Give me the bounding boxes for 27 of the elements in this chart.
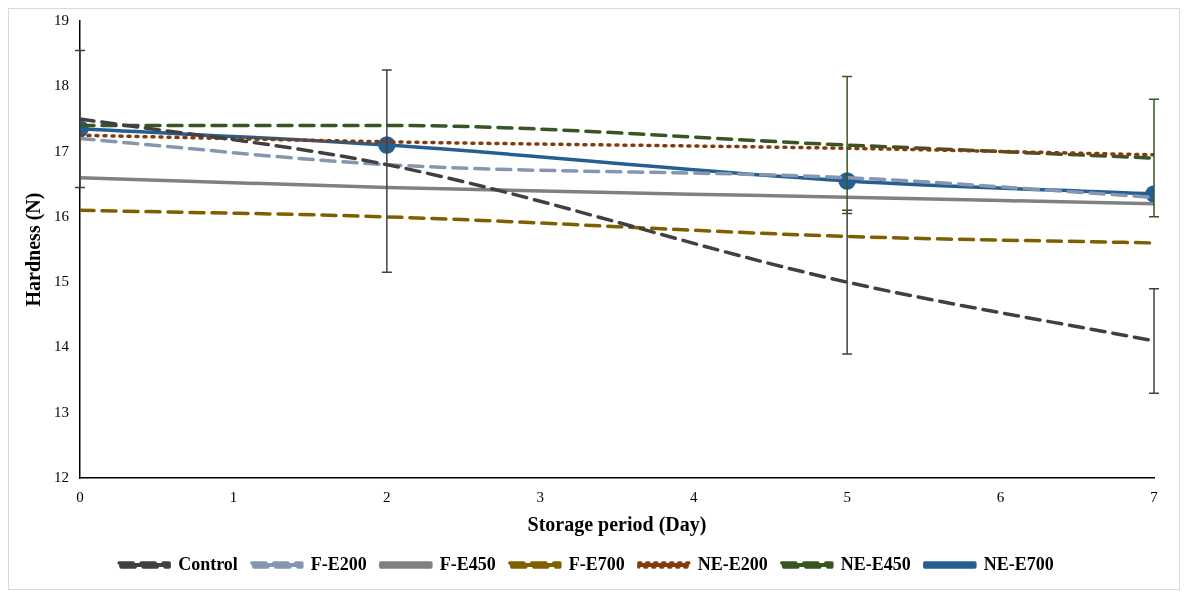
y-tick-label: 13 — [54, 403, 69, 420]
legend-label: NE-E700 — [983, 553, 1054, 574]
y-tick-label: 19 — [54, 11, 69, 28]
y-tick-label: 17 — [54, 142, 70, 159]
y-tick-label: 16 — [54, 207, 70, 224]
y-tick-label: 12 — [54, 468, 69, 485]
line-series — [80, 175, 1154, 206]
legend-label: NE-E450 — [840, 553, 911, 574]
legend-label: F-E700 — [568, 553, 625, 574]
legend-label: Control — [178, 553, 238, 574]
legend-label: NE-E200 — [697, 553, 768, 574]
y-tick-label: 18 — [54, 77, 69, 94]
x-tick-label: 4 — [689, 488, 698, 505]
x-tick-label: 3 — [536, 488, 545, 505]
x-tick-label: 6 — [996, 488, 1005, 505]
x-tick-label: 1 — [229, 488, 238, 505]
x-tick-label: 5 — [843, 488, 851, 505]
y-tick-label: 14 — [54, 338, 70, 355]
legend-label: F-E450 — [439, 553, 496, 574]
x-tick-label: 7 — [1150, 488, 1159, 505]
x-axis-title: Storage period (Day) — [527, 513, 707, 537]
line-series — [80, 208, 1154, 245]
y-axis-title: Hardness (N) — [22, 192, 46, 307]
x-tick-label: 0 — [76, 488, 84, 505]
x-tick-label: 2 — [383, 488, 391, 505]
y-tick-label: 15 — [54, 273, 69, 290]
legend-label: F-E200 — [310, 553, 367, 574]
